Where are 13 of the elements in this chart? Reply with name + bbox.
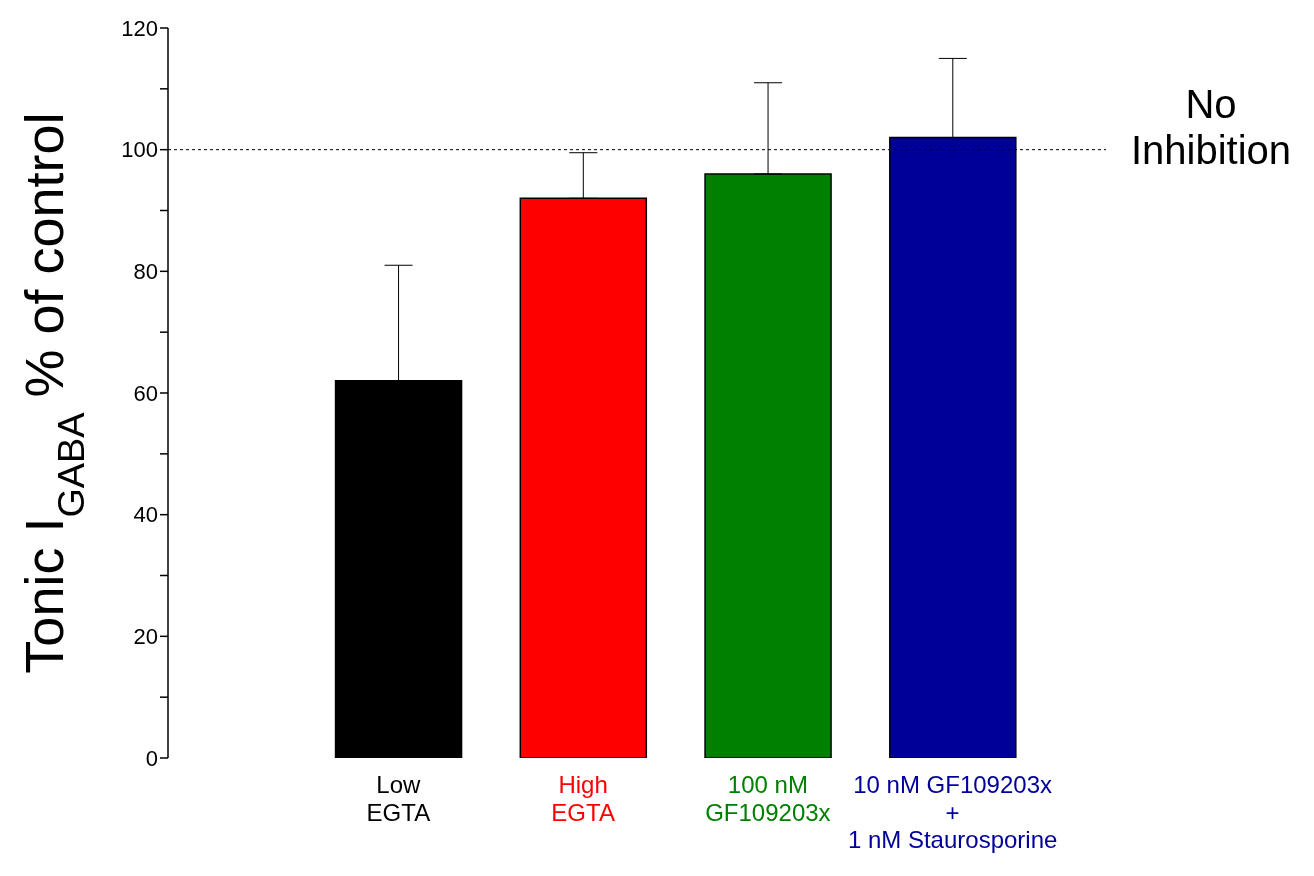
x-tick-label: High EGTA	[551, 771, 615, 826]
y-tick-label: 0	[145, 745, 158, 771]
y-tick-label: 80	[133, 259, 158, 285]
y-tick-label: 20	[133, 624, 158, 650]
x-tick-label: Low EGTA	[366, 771, 431, 826]
y-tick-label: 40	[133, 502, 158, 528]
y-tick-label: 60	[133, 380, 158, 406]
x-tick-label: 100 nM GF109203x	[705, 771, 831, 826]
y-tick-label: 100	[121, 137, 158, 163]
ref-line-label: No Inhibition	[1130, 81, 1292, 172]
y-tick-label: 120	[121, 15, 158, 41]
x-tick-label: 10 nM GF109203x + 1 nM Staurosporine	[847, 771, 1058, 854]
bar	[704, 173, 832, 758]
